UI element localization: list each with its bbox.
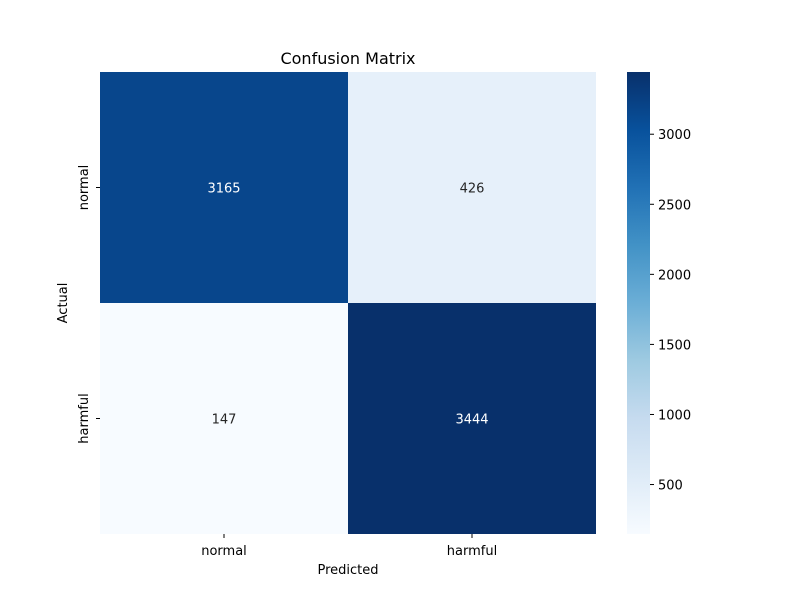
cell-value-label: 426 bbox=[460, 182, 485, 197]
y-tick-label: harmful bbox=[77, 393, 92, 443]
colorbar-tick-label: 1500 bbox=[658, 338, 691, 353]
cell-value-label: 3444 bbox=[455, 413, 488, 428]
colorbar-tick-label: 500 bbox=[658, 479, 683, 494]
heatmap-cell bbox=[348, 72, 596, 303]
heatmap-cell bbox=[348, 303, 596, 534]
colorbar-tick-label: 3000 bbox=[658, 128, 691, 143]
y-axis-label: Actual bbox=[56, 283, 71, 324]
heatmap-cells: 3165 426 147 3444 bbox=[100, 72, 596, 534]
x-tick-label: normal bbox=[201, 544, 247, 559]
heatmap-cell bbox=[100, 303, 348, 534]
x-axis-ticks: normal harmful bbox=[201, 534, 497, 559]
heatmap-cell bbox=[100, 72, 348, 303]
colorbar-ticks: 500 1000 1500 2000 2500 3000 bbox=[650, 128, 691, 494]
cell-value-label: 3165 bbox=[207, 182, 240, 197]
colorbar-tick-label: 2000 bbox=[658, 268, 691, 283]
chart-title: Confusion Matrix bbox=[280, 49, 415, 68]
y-axis-ticks: normal harmful bbox=[77, 165, 100, 444]
x-axis-label: Predicted bbox=[317, 563, 378, 578]
colorbar-tick-label: 1000 bbox=[658, 408, 691, 423]
x-tick-label: harmful bbox=[447, 544, 497, 559]
y-tick-label: normal bbox=[77, 165, 92, 211]
colorbar bbox=[627, 72, 650, 534]
colorbar-tick-label: 2500 bbox=[658, 198, 691, 213]
cell-value-label: 147 bbox=[212, 413, 237, 428]
